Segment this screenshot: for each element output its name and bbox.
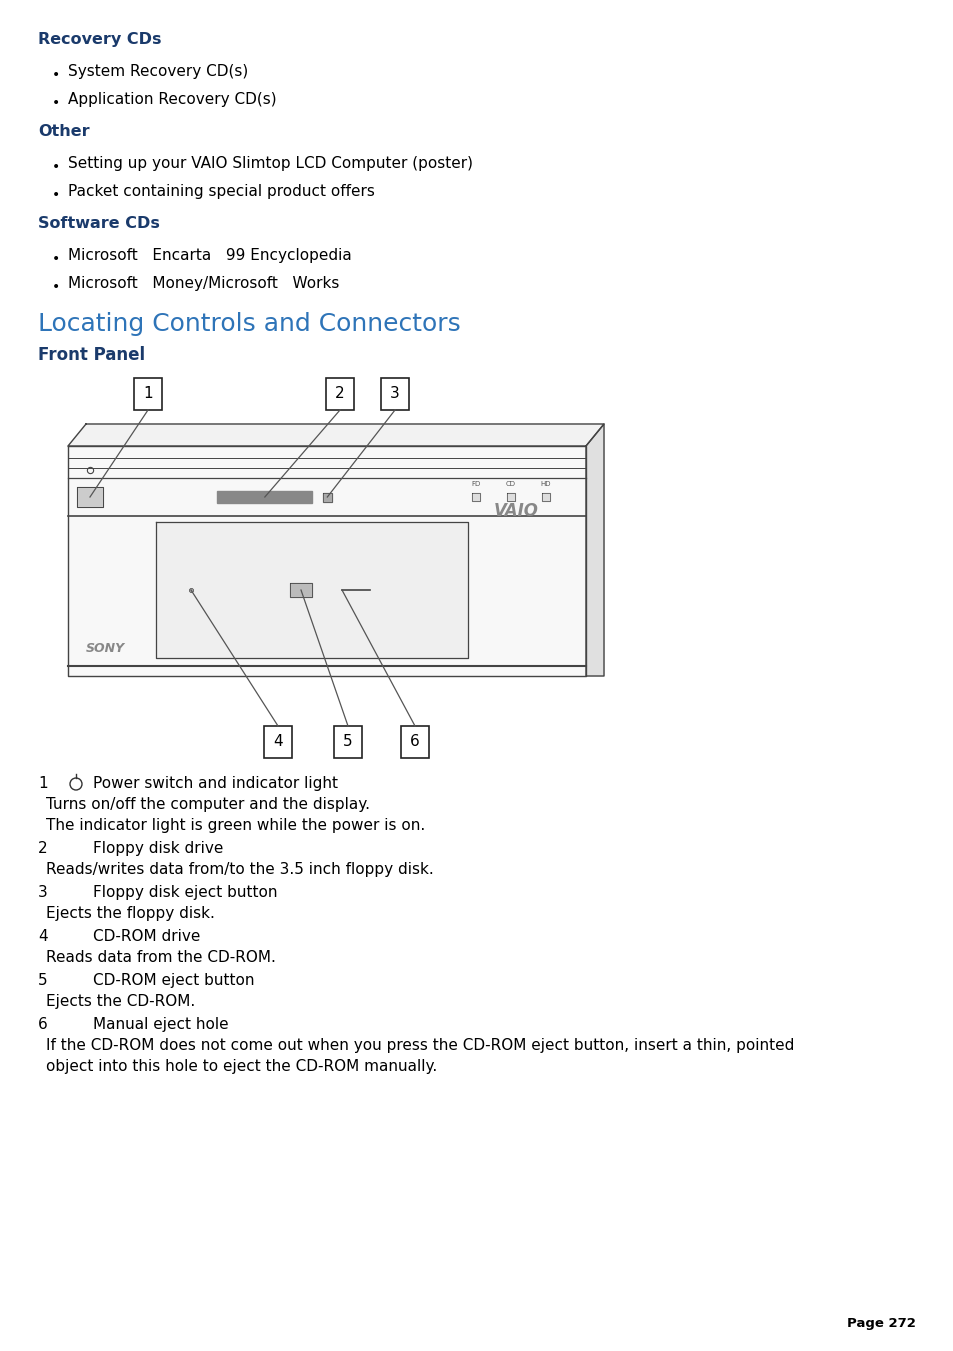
Text: Ejects the CD-ROM.: Ejects the CD-ROM. [46,994,195,1009]
Text: Setting up your VAIO Slimtop LCD Computer (poster): Setting up your VAIO Slimtop LCD Compute… [68,155,473,172]
Text: Software CDs: Software CDs [38,216,160,231]
Text: Ejects the floppy disk.: Ejects the floppy disk. [46,907,214,921]
Text: The indicator light is green while the power is on.: The indicator light is green while the p… [46,817,425,834]
Text: object into this hole to eject the CD-ROM manually.: object into this hole to eject the CD-RO… [46,1059,436,1074]
Polygon shape [541,493,550,501]
Text: Microsoft   Money/Microsoft   Works: Microsoft Money/Microsoft Works [68,276,339,290]
Text: 5: 5 [38,973,48,988]
Polygon shape [585,424,603,676]
Polygon shape [472,493,479,501]
Text: If the CD-ROM does not come out when you press the CD-ROM eject button, insert a: If the CD-ROM does not come out when you… [46,1038,794,1052]
Text: 6: 6 [38,1017,48,1032]
Text: 1: 1 [38,775,48,790]
Bar [326,378,354,409]
Text: 2: 2 [335,386,344,401]
Text: 2: 2 [38,842,48,857]
Text: CD-ROM eject button: CD-ROM eject button [92,973,254,988]
Text: 3: 3 [38,885,48,900]
Text: SONY: SONY [86,642,125,654]
Text: CD-ROM drive: CD-ROM drive [92,929,200,944]
Text: •: • [51,159,60,174]
Text: •: • [51,188,60,203]
Text: Floppy disk drive: Floppy disk drive [92,842,223,857]
Text: •: • [51,96,60,109]
Text: HD: HD [540,481,551,486]
Text: Application Recovery CD(s): Application Recovery CD(s) [68,92,276,107]
Text: Reads data from the CD-ROM.: Reads data from the CD-ROM. [46,950,275,965]
Bar [264,725,292,758]
Bar [133,378,162,409]
Text: Other: Other [38,124,90,139]
Polygon shape [506,493,515,501]
Text: •: • [51,253,60,266]
Text: System Recovery CD(s): System Recovery CD(s) [68,63,248,78]
Text: Microsoft   Encarta   99 Encyclopedia: Microsoft Encarta 99 Encyclopedia [68,249,352,263]
Text: Front Panel: Front Panel [38,346,145,363]
Text: Page 272: Page 272 [846,1317,915,1329]
Bar [400,725,429,758]
Text: CD: CD [505,481,516,486]
Polygon shape [68,446,585,676]
Bar [334,725,361,758]
Text: 6: 6 [410,735,419,750]
Text: Reads/writes data from/to the 3.5 inch floppy disk.: Reads/writes data from/to the 3.5 inch f… [46,862,434,877]
Text: Floppy disk eject button: Floppy disk eject button [92,885,277,900]
Text: 4: 4 [38,929,48,944]
Text: 4: 4 [273,735,282,750]
Text: VAIO: VAIO [493,503,537,520]
Polygon shape [156,521,468,658]
Text: Turns on/off the computer and the display.: Turns on/off the computer and the displa… [46,797,370,812]
Polygon shape [290,584,312,597]
Polygon shape [217,490,312,503]
Text: •: • [51,280,60,295]
Text: Recovery CDs: Recovery CDs [38,32,161,47]
Text: Manual eject hole: Manual eject hole [92,1017,229,1032]
Text: 3: 3 [390,386,399,401]
Polygon shape [322,493,332,501]
Text: •: • [51,68,60,82]
Text: Locating Controls and Connectors: Locating Controls and Connectors [38,312,460,336]
Text: FD: FD [471,481,480,486]
Polygon shape [77,486,103,507]
Text: 5: 5 [343,735,353,750]
Text: Power switch and indicator light: Power switch and indicator light [92,775,337,790]
Text: 1: 1 [143,386,152,401]
Polygon shape [68,424,603,446]
Bar [380,378,409,409]
Text: Packet containing special product offers: Packet containing special product offers [68,184,375,199]
